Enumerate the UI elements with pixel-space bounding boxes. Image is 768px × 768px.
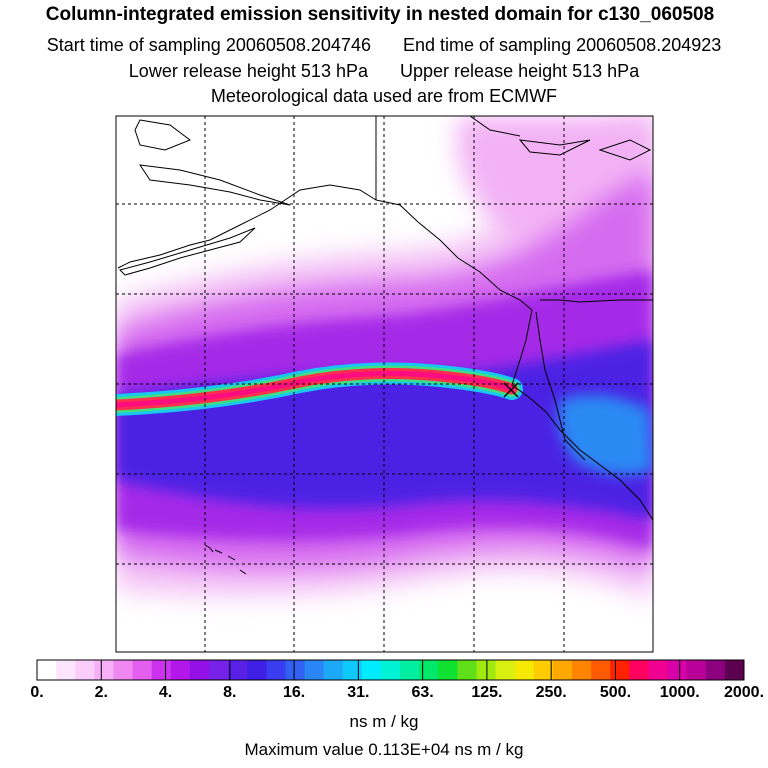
colorbar-swatch — [705, 660, 726, 680]
met-data-note: Meteorological data used are from ECMWF — [210, 86, 558, 106]
colorbar-swatch — [572, 660, 592, 680]
colorbar-swatch — [170, 660, 191, 680]
max-units: ns m / kg — [454, 740, 524, 759]
colorbar-swatch — [400, 660, 420, 680]
colorbar-swatch — [610, 660, 630, 680]
colorbar-swatch — [228, 660, 248, 680]
colorbar-label: 63. — [411, 684, 434, 701]
colorbar-label: 250. — [535, 684, 567, 701]
end-time: 20060508.204923 — [576, 35, 722, 55]
colorbar-label: 0. — [30, 684, 44, 701]
colorbar-swatch — [629, 660, 649, 680]
end-label: End time of sampling — [403, 35, 572, 55]
colorbar-label: 4. — [158, 684, 173, 701]
colorbar-swatch — [208, 660, 229, 680]
maximum-value: Maximum value 0.113E+04 ns m / kg — [0, 740, 768, 760]
colorbar-frame — [36, 659, 745, 681]
colorbar-swatch — [151, 660, 172, 680]
colorbar-swatch — [476, 660, 497, 680]
lower-label: Lower release height — [128, 61, 296, 81]
start-label: Start time of sampling — [46, 35, 221, 55]
colorbar-swatch — [380, 660, 401, 680]
colorbar-swatch — [323, 660, 344, 680]
colorbar-swatch — [113, 660, 134, 680]
colorbar-swatch — [94, 660, 114, 680]
colorbar-label: 16. — [282, 684, 306, 701]
map-frame — [115, 115, 654, 653]
upper-height: 513 hPa — [572, 61, 640, 81]
colorbar — [36, 659, 745, 681]
start-time: 20060508.204746 — [225, 35, 371, 55]
colorbar-label: 2000. — [723, 684, 765, 701]
colorbar-swatch — [667, 660, 688, 680]
colorbar-swatch — [533, 660, 554, 680]
colorbar-swatch — [37, 660, 57, 680]
colorbar-swatch — [132, 660, 153, 680]
colorbar-swatch — [419, 660, 439, 680]
colorbar-swatch — [495, 660, 516, 680]
release-point-marker — [503, 382, 519, 398]
colorbar-swatch — [438, 660, 458, 680]
colorbar-swatch — [247, 660, 267, 680]
colorbar-swatch — [591, 660, 611, 680]
colorbar-swatch — [648, 660, 669, 680]
colorbar-swatch — [686, 660, 707, 680]
colorbar-swatch — [189, 660, 210, 680]
plot-title: Column-integrated emission sensitivity i… — [45, 4, 715, 25]
max-label: Maximum value — [244, 740, 364, 759]
lower-height: 513 hPa — [300, 61, 368, 81]
colorbar-swatch — [514, 660, 535, 680]
upper-label: Upper release height — [400, 61, 568, 81]
colorbar-swatch — [342, 660, 363, 680]
colorbar-swatch — [457, 660, 477, 680]
colorbar-swatch — [724, 660, 745, 680]
colorbar-label: 2. — [94, 684, 108, 701]
colorbar-label: 125. — [471, 684, 503, 701]
colorbar-swatch — [361, 660, 382, 680]
colorbar-label: 31. — [347, 684, 370, 701]
colorbar-swatch — [56, 660, 76, 680]
colorbar-label: 1000. — [659, 684, 700, 701]
colorbar-swatch — [552, 660, 573, 680]
coastlines — [117, 116, 653, 575]
colorbar-label: 8. — [223, 684, 237, 701]
colorbar-swatch — [75, 660, 95, 680]
release-heights: Lower release height 513 hPa Upper relea… — [0, 61, 768, 82]
graticule — [116, 116, 653, 652]
colorbar-swatch — [304, 660, 325, 680]
max-number: 0.113E+04 — [368, 740, 450, 759]
colorbar-swatch — [285, 660, 306, 680]
colorbar-units: ns m / kg — [349, 712, 419, 731]
colorbar-label: 500. — [599, 684, 632, 701]
sampling-times: Start time of sampling 20060508.204746 E… — [0, 35, 768, 56]
colorbar-swatch — [266, 660, 286, 680]
